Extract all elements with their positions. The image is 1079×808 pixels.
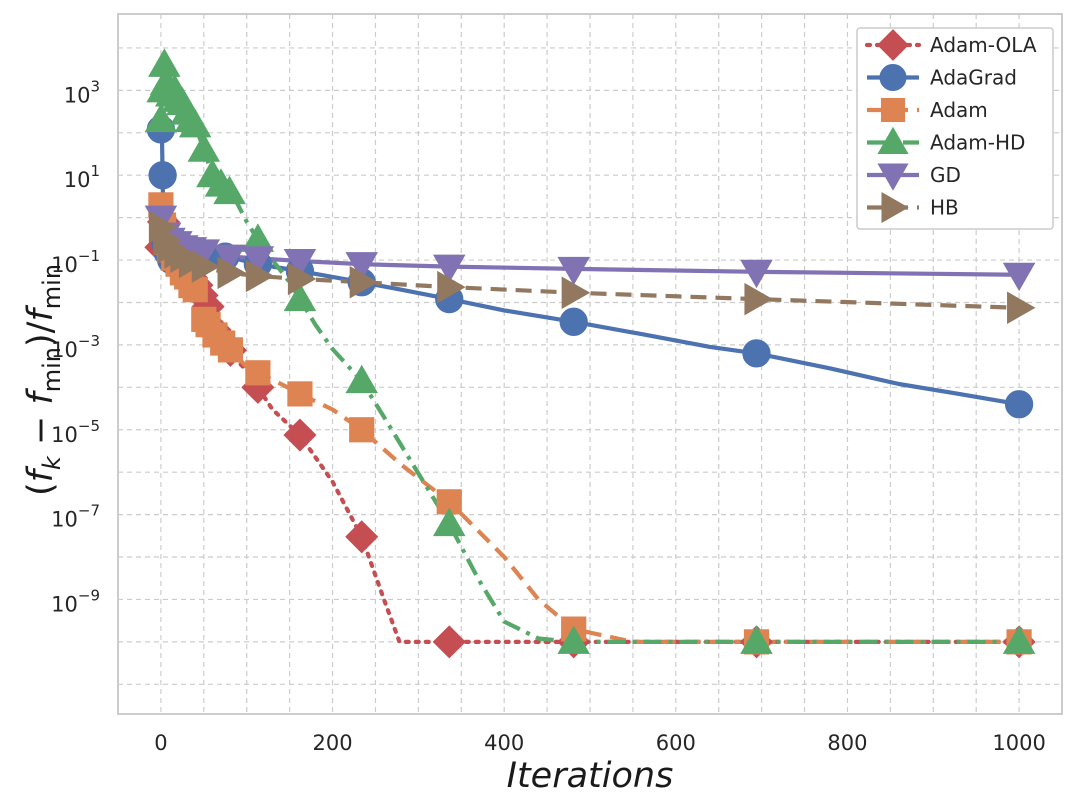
legend-label: HB — [930, 196, 959, 220]
y-tick-label: 10−9 — [51, 586, 100, 616]
data-point-adagrad — [148, 161, 177, 190]
data-point-adam — [245, 360, 271, 386]
y-tick-labels: 10−9 10−7 10−5 10−3 10−1 101 103 — [51, 77, 100, 616]
data-point-adam-hd — [178, 108, 212, 138]
legend-item-adam-ola: Adam-OLA — [864, 29, 1037, 61]
y-tick-label: 103 — [64, 77, 100, 107]
x-tick-label: 200 — [312, 731, 352, 755]
x-axis-title: Iterations — [507, 756, 674, 796]
data-point-hb — [744, 282, 773, 316]
data-point-hb — [349, 265, 379, 299]
data-point-adam-ola — [345, 520, 379, 554]
data-point-hb — [437, 270, 466, 304]
y-axis-title: (fk − fmin)/fmin — [21, 264, 66, 496]
x-tick-label: 0 — [154, 731, 167, 755]
x-tick-label: 400 — [484, 731, 524, 755]
legend-marker — [877, 29, 909, 61]
legend-entries: Adam-OLA AdaGrad Adam Adam-HD GD HB — [864, 29, 1037, 224]
plot-frame — [117, 13, 1063, 715]
data-point-adam — [349, 417, 375, 443]
legend-marker — [879, 63, 907, 92]
legend-label: GD — [930, 163, 961, 187]
data-point-gd — [432, 254, 466, 284]
data-point-gd — [241, 246, 275, 275]
legend: Adam-OLA AdaGrad Adam Adam-HD GD HB — [856, 27, 1054, 230]
data-point-gd — [213, 244, 246, 274]
data-point-hb — [245, 259, 275, 293]
data-point-adagrad — [1004, 390, 1034, 419]
data-point-hb — [217, 256, 246, 290]
legend-label: Adam-OLA — [930, 33, 1037, 57]
data-point-adagrad — [559, 307, 588, 336]
legend-label: Adam — [930, 98, 988, 122]
legend-item-hb: HB — [867, 191, 959, 224]
legend-label: AdaGrad — [930, 66, 1017, 90]
data-point-adagrad — [742, 339, 771, 368]
data-point-adam — [217, 337, 244, 363]
x-tick-label: 600 — [656, 731, 696, 755]
data-point-adam-hd — [432, 507, 466, 537]
series-line-adam-hd — [158, 62, 1020, 645]
data-point-gd — [557, 256, 590, 286]
x-tick-label: 1000 — [992, 731, 1045, 755]
data-point-hb — [287, 262, 317, 296]
y-tick-label: 10−7 — [51, 502, 100, 532]
data-point-hb — [561, 276, 591, 309]
data-point-adam-hd — [283, 282, 317, 312]
legend-item-adam: Adam — [867, 97, 988, 123]
legend-item-adagrad: AdaGrad — [867, 63, 1017, 92]
data-point-adam-hd — [1002, 625, 1036, 654]
legend-marker — [877, 126, 909, 155]
y-tick-label: 10−5 — [51, 417, 100, 447]
y-tick-label: 10−1 — [51, 247, 100, 277]
data-point-adam-hd — [213, 175, 246, 205]
data-point-adam-hd — [345, 364, 378, 394]
y-tick-label: 101 — [64, 162, 100, 192]
data-point-gd — [345, 252, 378, 281]
data-point-hb — [1007, 291, 1036, 325]
data-point-adam-hd — [740, 625, 773, 654]
data-point-adam-hd — [557, 625, 590, 654]
legend-marker — [880, 97, 906, 123]
data-point-adam — [287, 381, 313, 407]
data-point-gd — [283, 248, 317, 278]
data-point-adam-ola — [432, 625, 466, 659]
series-markers — [144, 48, 1036, 659]
data-point-adam — [182, 277, 208, 303]
data-point-adam-ola — [283, 418, 317, 452]
legend-label: Adam-HD — [930, 131, 1025, 155]
data-point-gd — [740, 259, 773, 289]
data-point-adam-hd — [144, 103, 178, 133]
legend-item-gd: GD — [867, 163, 961, 191]
legend-marker — [881, 191, 909, 224]
legend-item-adam-hd: Adam-HD — [867, 126, 1025, 155]
data-point-gd — [1002, 262, 1036, 292]
legend-marker — [877, 163, 909, 191]
x-tick-label: 800 — [827, 731, 867, 755]
y-tick-label: 10−3 — [51, 332, 100, 362]
data-point-hb — [191, 250, 221, 283]
x-tick-labels: 0 200 400 600 800 1000 — [154, 731, 1046, 755]
data-point-adam-hd — [187, 133, 221, 162]
